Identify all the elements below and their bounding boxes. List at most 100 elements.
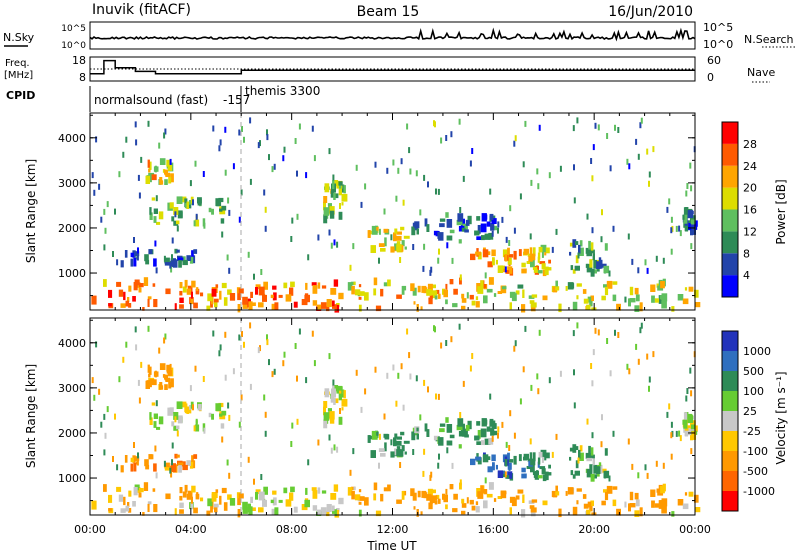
- velocity-cell: [671, 430, 674, 437]
- power-cell: [144, 254, 149, 262]
- velocity-cell: [477, 491, 484, 499]
- power-cell: [437, 188, 440, 195]
- power-cell: [282, 155, 285, 162]
- velocity-cell: [501, 421, 504, 428]
- power-cell: [591, 227, 594, 234]
- power-cell: [466, 292, 469, 299]
- velocity-cell: [578, 452, 584, 461]
- velocity-cell: [406, 328, 409, 335]
- velocity-cell: [415, 375, 418, 382]
- velocity-cell: [341, 407, 344, 411]
- power-cell: [604, 286, 609, 296]
- power-cell: [211, 208, 214, 215]
- power-cell: [176, 249, 180, 253]
- power-cell: [586, 304, 591, 310]
- velocity-cell: [513, 455, 517, 465]
- power-cell: [513, 227, 516, 234]
- velocity-cell: [572, 444, 577, 453]
- power-cell: [128, 303, 132, 308]
- power-cell: [106, 201, 109, 208]
- velocity-cell: [138, 488, 144, 493]
- power-cell: [95, 136, 98, 143]
- power-cell: [143, 277, 149, 286]
- power-cell: [177, 257, 184, 261]
- velocity-cell: [433, 435, 439, 441]
- velocity-cell: [329, 411, 335, 420]
- x-tick-label: 04:00: [175, 523, 207, 536]
- velocity-cell: [576, 322, 579, 329]
- velocity-cell: [350, 486, 356, 491]
- power-cell: [249, 178, 252, 185]
- velocity-cell: [125, 505, 130, 512]
- power-cell: [296, 213, 299, 220]
- velocity-cell: [577, 457, 580, 464]
- velocity-cell: [263, 486, 268, 495]
- power-cell: [338, 181, 343, 186]
- power-cell: [477, 252, 482, 260]
- power-cell: [164, 171, 168, 176]
- noise-right-label: N.Search: [744, 33, 794, 46]
- power-cell: [629, 298, 636, 303]
- power-cell: [492, 258, 495, 266]
- power-cell: [137, 247, 139, 254]
- velocity-cell: [174, 453, 178, 459]
- velocity-cell: [112, 456, 114, 462]
- velocity-cell: [590, 454, 595, 459]
- velocity-cell: [255, 489, 261, 495]
- velocity-cell: [289, 492, 294, 501]
- velocity-cell: [274, 507, 279, 515]
- power-cell: [290, 281, 295, 288]
- power-cell: [197, 199, 202, 206]
- power-cell: [530, 253, 536, 261]
- velocity-cell: [170, 471, 173, 478]
- velocity-cell: [477, 430, 481, 439]
- velocity-cell: [380, 493, 384, 502]
- power-cell: [529, 300, 535, 304]
- power-cell: [413, 301, 416, 305]
- power-cell: [394, 228, 398, 234]
- velocity-cell: [458, 444, 462, 449]
- power-cell: [202, 218, 206, 227]
- velocity-cell: [591, 432, 594, 439]
- velocity-cell: [548, 472, 552, 476]
- power-cell: [585, 247, 592, 254]
- power-cell: [283, 146, 286, 153]
- power-cell: [159, 177, 163, 181]
- velocity-cell: [459, 479, 462, 486]
- velocity-cell: [307, 459, 310, 466]
- velocity-cell: [190, 502, 194, 509]
- velocity-cell: [170, 463, 176, 472]
- power-cell: [343, 185, 346, 194]
- velocity-cell: [600, 441, 603, 448]
- power-cell: [123, 291, 126, 301]
- power-cell: [411, 226, 416, 236]
- velocity-cell: [437, 393, 440, 400]
- velocity-cell: [567, 487, 574, 495]
- power-cell: [179, 290, 183, 296]
- power-cell: [471, 300, 476, 306]
- velocity-cell: [383, 413, 386, 420]
- velocity-cell: [678, 430, 681, 437]
- velocity-cell: [688, 491, 694, 497]
- x-tick-label: 00:00: [679, 523, 711, 536]
- velocity-cell: [408, 352, 411, 359]
- velocity-cell: [176, 401, 183, 409]
- velocity-cell: [476, 421, 481, 426]
- power-cell: [137, 174, 140, 181]
- velocity-cell: [572, 474, 576, 479]
- beam-title: Beam 15: [357, 4, 420, 20]
- power-cell: [194, 160, 197, 167]
- power-cell: [273, 292, 277, 301]
- velocity-cell: [606, 485, 613, 494]
- velocity-cell: [509, 507, 512, 515]
- velocity-cell: [173, 412, 179, 420]
- power-cell: [597, 124, 600, 131]
- power-cell: [651, 295, 655, 303]
- power-cell: [208, 207, 212, 213]
- velocity-cell: [241, 331, 243, 337]
- velocity-cell: [465, 424, 470, 431]
- nave-tick-bottom: 0: [707, 71, 714, 84]
- power-cell: [530, 259, 535, 268]
- velocity-cell: [523, 453, 529, 460]
- power-cell: [404, 246, 407, 250]
